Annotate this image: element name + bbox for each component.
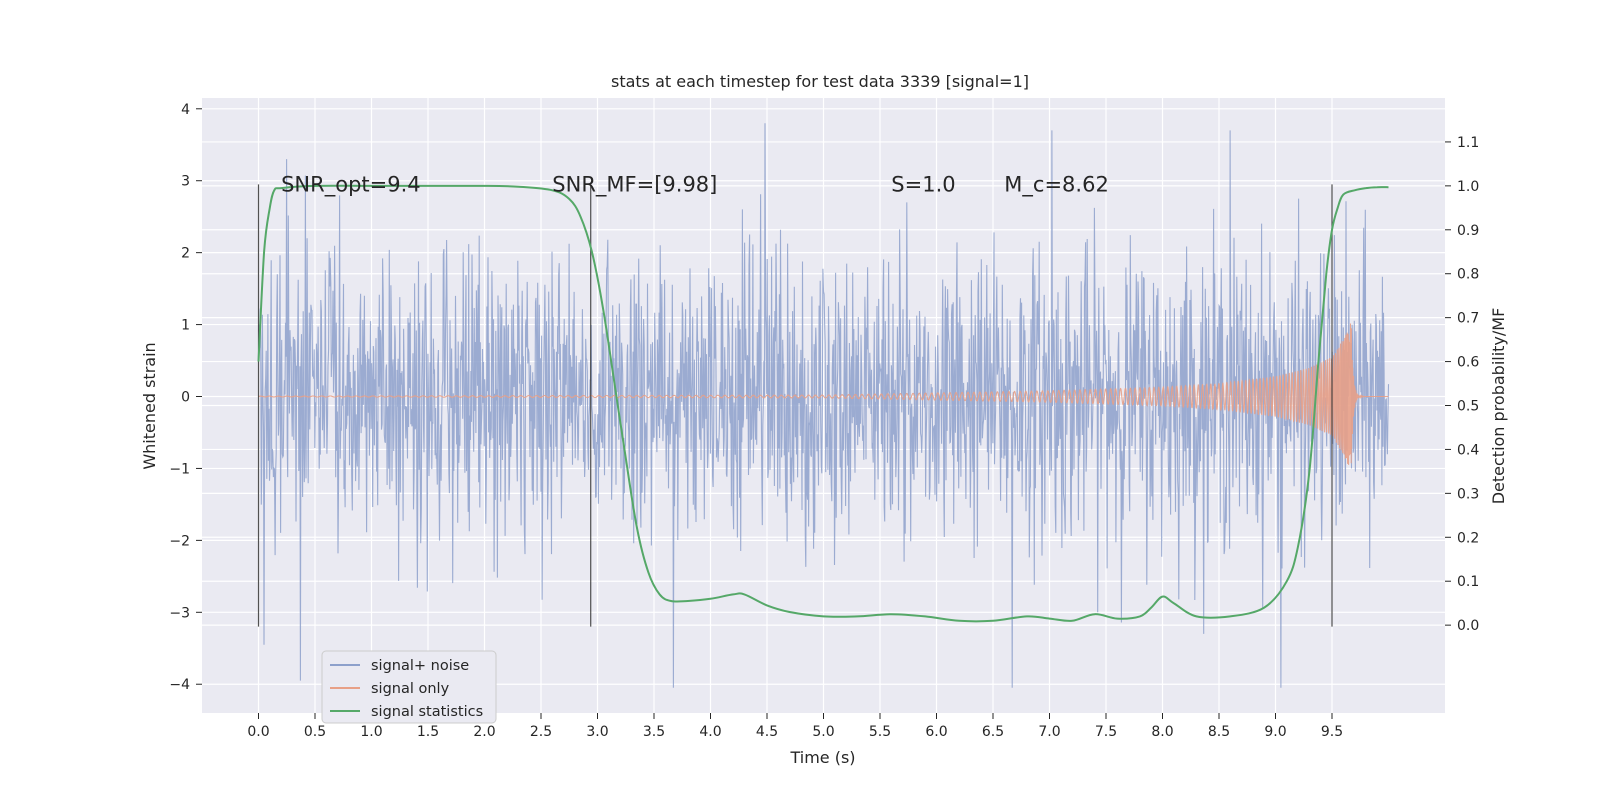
x-axis: 0.0 0.5 1.0 1.5 2.0 2.5 3.0 3.5 4.0 4.5 5.0 5.5 6.0 6… xyxy=(247,713,1343,740)
x-tick-label: 7.0 xyxy=(1038,724,1060,740)
y-axis-right: 1.1 1.0 0.9 0.8 0.7 0.6 0.5 0.4 0.3 0.2 0.1 0.0 xyxy=(1445,135,1479,634)
x-tick-label: 5.5 xyxy=(869,724,891,740)
legend: signal+ noise signal only signal statistic… xyxy=(321,650,497,724)
y-tick-label: −2 xyxy=(169,533,190,549)
y2-tick-label: 0.0 xyxy=(1457,618,1479,634)
x-tick-label: 5.0 xyxy=(812,724,834,740)
x-tick-label: 1.0 xyxy=(360,724,382,740)
x-tick-label: 1.5 xyxy=(417,724,439,740)
x-tick-label: 6.5 xyxy=(982,724,1004,740)
annotation-label: M_c=8.62 xyxy=(1004,173,1109,198)
y-tick-label: −3 xyxy=(169,605,190,621)
chart-title: stats at each timestep for test data 333… xyxy=(611,72,1029,91)
series-signal-noise xyxy=(257,123,1390,688)
x-tick-label: 9.5 xyxy=(1321,724,1343,740)
y2-tick-label: 0.4 xyxy=(1457,442,1479,458)
y2-tick-label: 0.1 xyxy=(1457,574,1479,590)
y-tick-label: 4 xyxy=(181,102,190,118)
x-tick-label: 0.5 xyxy=(304,724,326,740)
x-tick-label: 8.0 xyxy=(1151,724,1173,740)
y2-axis-label: Detection probability/MF xyxy=(1489,308,1508,505)
legend-box xyxy=(321,650,497,724)
y2-tick-label: 0.3 xyxy=(1457,486,1479,502)
x-tick-label: 3.5 xyxy=(643,724,665,740)
x-tick-label: 4.5 xyxy=(756,724,778,740)
y-tick-label: 0 xyxy=(181,390,190,406)
noise-line xyxy=(257,123,1390,688)
x-tick-label: 3.0 xyxy=(586,724,608,740)
annotation-label: SNR_opt=9.4 xyxy=(281,173,421,198)
signal-only-line xyxy=(258,323,1389,465)
legend-label: signal+ noise xyxy=(371,658,469,674)
legend-label: signal only xyxy=(371,681,450,697)
y-tick-label: −4 xyxy=(169,677,190,693)
series-signal-only xyxy=(258,323,1389,465)
x-tick-label: 0.0 xyxy=(247,724,269,740)
x-tick-label: 9.0 xyxy=(1264,724,1286,740)
y2-tick-label: 0.5 xyxy=(1457,399,1479,415)
x-tick-label: 4.0 xyxy=(699,724,721,740)
x-tick-label: 6.0 xyxy=(925,724,947,740)
y2-tick-label: 0.7 xyxy=(1457,311,1479,327)
annotation-label: S=1.0 xyxy=(891,173,955,197)
vertical-markers xyxy=(257,184,1333,627)
y-tick-label: −1 xyxy=(169,461,190,477)
series-signal-statistics xyxy=(257,184,1389,623)
y2-tick-label: 0.6 xyxy=(1457,355,1479,371)
y-tick-label: 1 xyxy=(181,318,190,334)
y2-tick-label: 0.8 xyxy=(1457,267,1479,283)
y2-tick-label: 0.2 xyxy=(1457,530,1479,546)
signal-statistics-line xyxy=(257,184,1389,623)
legend-label: signal statistics xyxy=(371,704,483,720)
y-tick-label: 3 xyxy=(181,174,190,190)
x-tick-label: 2.0 xyxy=(473,724,495,740)
y-tick-label: 2 xyxy=(181,246,190,262)
x-tick-label: 7.5 xyxy=(1095,724,1117,740)
x-tick-label: 2.5 xyxy=(530,724,552,740)
y2-tick-label: 1.0 xyxy=(1457,179,1479,195)
y-axis-left: 4 3 2 1 0 −1 −2 −3 −4 xyxy=(169,102,202,693)
x-axis-label: Time (s) xyxy=(789,748,855,767)
y2-tick-label: 0.9 xyxy=(1457,223,1479,239)
annotation-label: SNR_MF=[9.98] xyxy=(552,173,717,198)
y-axis-label: Whitened strain xyxy=(140,342,159,469)
x-tick-label: 8.5 xyxy=(1208,724,1230,740)
annotations: SNR_opt=9.4 SNR_MF=[9.98] S=1.0 M_c=8.62 xyxy=(281,173,1109,198)
y2-tick-label: 1.1 xyxy=(1457,135,1479,151)
